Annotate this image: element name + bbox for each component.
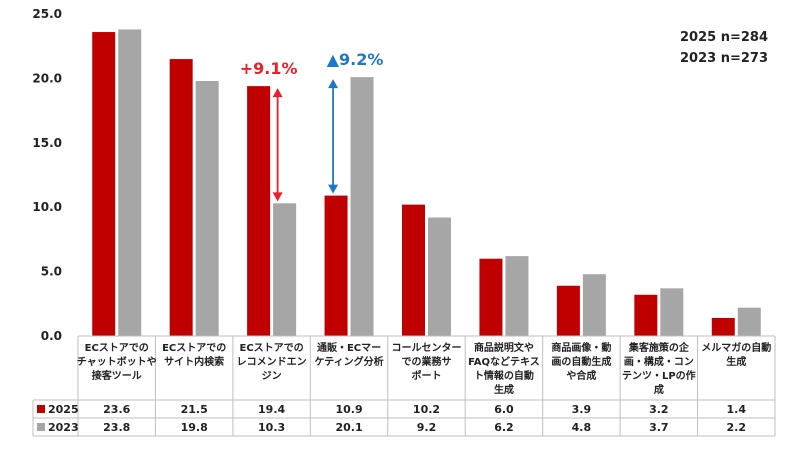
y-tick-label: 10.0 [32, 200, 62, 214]
category-label: サイト内検索 [164, 355, 224, 368]
category-label: テンツ・LPの作 [622, 369, 696, 382]
category-label: 生成 [494, 383, 514, 396]
sample-note: 2023 n=273 [680, 51, 768, 66]
difference-arrow-head [328, 184, 339, 194]
category-label: FAQなどテキス [468, 355, 540, 368]
y-tick-label: 20.0 [32, 71, 62, 85]
category-label: レコメンドエン [237, 356, 307, 368]
legend-label-2025: 2025 [48, 403, 79, 416]
bar-2025-8 [711, 317, 735, 336]
table-value-2023: 3.7 [649, 421, 669, 434]
category-label: 生成 [726, 355, 746, 368]
difference-label: +9.1% [240, 59, 298, 78]
bar-2025-6 [556, 285, 580, 336]
difference-arrow-head [272, 88, 283, 98]
bar-2023-1 [195, 80, 219, 336]
difference-arrow-head [272, 192, 283, 202]
category-label: 接客ツール [92, 369, 142, 382]
category-label: 画・構成・コン [624, 355, 694, 368]
bar-2023-8 [737, 307, 761, 336]
bar-2025-0 [92, 32, 116, 336]
bar-2025-7 [634, 294, 658, 336]
y-tick-label: 0.0 [41, 329, 62, 343]
table-value-2025: 23.6 [103, 403, 130, 416]
category-label: 画の自動生成 [551, 355, 611, 368]
table-value-2023: 10.3 [258, 421, 285, 434]
table-value-2023: 9.2 [417, 421, 437, 434]
table-value-2025: 10.2 [413, 403, 440, 416]
category-label: メルマガの自動 [701, 341, 771, 354]
table-value-2023: 4.8 [572, 421, 592, 434]
table-value-2023: 2.2 [727, 421, 747, 434]
category-label: ECストアでの [85, 342, 149, 354]
legend-label-2023: 2023 [48, 421, 79, 434]
table-value-2023: 20.1 [335, 421, 362, 434]
category-label: チャットボットや [77, 355, 157, 368]
difference-label: ▲9.2% [327, 50, 384, 69]
y-tick-label: 15.0 [32, 136, 62, 150]
category-label: ECストアでの [162, 342, 226, 354]
category-label: ケティング分析 [314, 355, 383, 368]
difference-arrow-head [328, 79, 339, 89]
table-value-2025: 21.5 [181, 403, 208, 416]
category-label: 商品説明文や [474, 341, 534, 354]
table-value-2023: 23.8 [103, 421, 130, 434]
bar-2023-5 [505, 256, 529, 336]
bar-2025-3 [324, 195, 348, 336]
category-label: 商品画像・動 [551, 341, 611, 354]
category-label: や合成 [566, 369, 596, 382]
category-label: ト情報の自動 [474, 369, 534, 382]
bar-2025-5 [479, 258, 503, 336]
category-label: 成 [654, 383, 664, 396]
bar-2023-3 [350, 77, 374, 336]
category-label: ポート [412, 369, 442, 382]
category-label: ECストアでの [240, 342, 304, 354]
table-value-2023: 6.2 [494, 421, 514, 434]
bar-2025-2 [247, 86, 271, 337]
y-tick-label: 5.0 [41, 265, 62, 279]
table-value-2025: 3.2 [649, 403, 669, 416]
sample-note: 2025 n=284 [680, 30, 768, 45]
bar-2023-6 [582, 274, 606, 336]
category-label: ジン [262, 370, 282, 382]
table-value-2025: 1.4 [727, 403, 747, 416]
bar-2023-2 [273, 203, 297, 336]
table-value-2025: 10.9 [335, 403, 362, 416]
bar-2023-4 [428, 217, 451, 336]
category-label: 通販・ECマー [317, 341, 381, 354]
bar-2025-4 [402, 204, 425, 336]
table-value-2023: 19.8 [181, 421, 208, 434]
table-value-2025: 3.9 [572, 403, 592, 416]
y-tick-label: 25.0 [32, 7, 62, 21]
bar-2023-0 [118, 29, 142, 337]
table-value-2025: 19.4 [258, 403, 285, 416]
category-label: 集客施策の企 [628, 341, 690, 354]
legend-swatch-2025 [37, 405, 45, 413]
category-label: コールセンター [392, 342, 462, 354]
table-value-2025: 6.0 [494, 403, 514, 416]
legend-swatch-2023 [37, 423, 45, 431]
bar-2023-7 [660, 288, 684, 336]
bar-2025-1 [169, 59, 193, 337]
category-label: での業務サ [402, 355, 452, 368]
